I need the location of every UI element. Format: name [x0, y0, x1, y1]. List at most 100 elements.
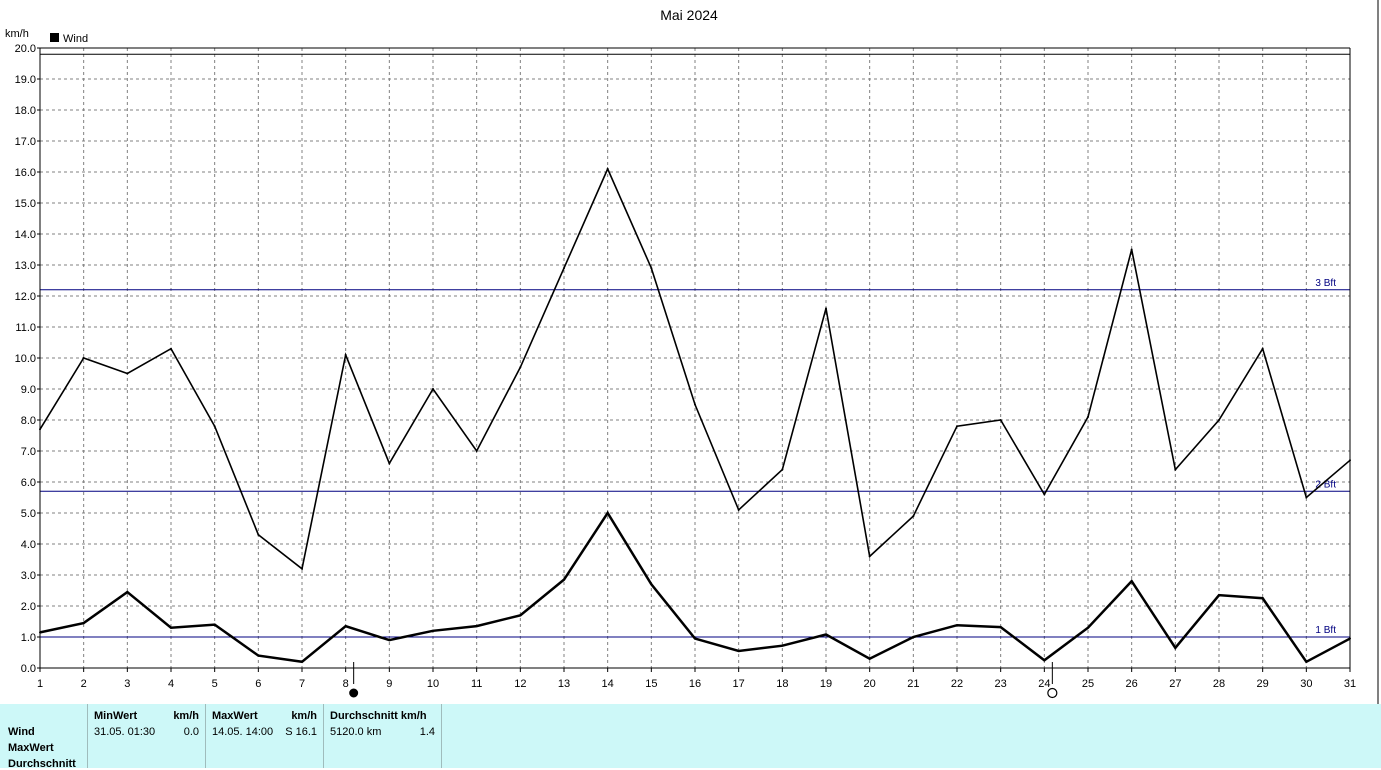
- data-point-average: [781, 644, 784, 647]
- x-tick-label: 30: [1300, 678, 1312, 690]
- bft-label: 3 Bft: [1315, 278, 1336, 289]
- x-tick-label: 24: [1038, 678, 1050, 690]
- min-unit: km/h: [173, 710, 199, 722]
- wind-chart: Mai 2024 km/h Wind 1 Bft 2 Bft 3 Bft 0.0 1.…: [5, 0, 1379, 704]
- data-point-average: [956, 624, 958, 627]
- y-tick-label: 12.0: [15, 291, 36, 303]
- x-tick-label: 29: [1257, 678, 1269, 690]
- data-point-max: [563, 267, 565, 270]
- x-tick-label: 23: [995, 678, 1007, 690]
- data-point-average: [126, 591, 129, 594]
- bft-label: 1 Bft: [1315, 625, 1336, 636]
- data-point-average: [257, 654, 260, 657]
- x-tick-label: 13: [558, 678, 570, 690]
- y-tick-label: 4.0: [21, 539, 36, 551]
- max-value: S 16.1: [285, 726, 317, 738]
- y-tick-label: 5.0: [21, 508, 36, 520]
- x-tick-label: 14: [602, 678, 614, 690]
- y-tick-label: 3.0: [21, 570, 36, 582]
- avg-value: 1.4: [419, 726, 435, 738]
- data-point-average: [1174, 646, 1177, 649]
- max-unit: km/h: [291, 710, 317, 722]
- x-tick-label: 31: [1344, 678, 1356, 690]
- moon-phase-markers: [349, 662, 1058, 699]
- x-tick-label: 20: [864, 678, 876, 690]
- data-point-max: [1218, 419, 1220, 421]
- y-tick-label: 20.0: [15, 43, 36, 55]
- legend-swatch: [50, 33, 59, 42]
- bft-label: 2 Bft: [1315, 479, 1336, 490]
- data-point-average: [1218, 594, 1220, 597]
- x-tick-label: 21: [907, 678, 919, 690]
- y-tick-label: 14.0: [15, 229, 36, 241]
- y-axis-unit: km/h: [5, 28, 29, 40]
- y-tick-label: 10.0: [15, 353, 36, 365]
- reference-lines: 1 Bft 2 Bft 3 Bft: [40, 53, 1350, 638]
- data-point-average: [999, 626, 1002, 629]
- data-point-max: [912, 515, 915, 518]
- x-tick-label: 18: [776, 678, 788, 690]
- data-point-average: [650, 583, 653, 586]
- stats-min-column: MinWert km/h 31.05. 01:30 0.0: [88, 704, 206, 768]
- x-tick-label: 27: [1169, 678, 1181, 690]
- data-point-max: [301, 567, 303, 570]
- data-point-average: [519, 614, 522, 617]
- x-tick-label: 2: [81, 678, 87, 690]
- y-tick-label: 7.0: [21, 446, 36, 458]
- data-point-average: [1305, 660, 1308, 663]
- data-point-average: [825, 633, 827, 636]
- x-tick-label: 10: [427, 678, 439, 690]
- row-label-durchschnitt: Durchschnitt: [8, 758, 76, 770]
- x-tick-label: 8: [343, 678, 349, 690]
- min-header: MinWert: [94, 710, 138, 722]
- y-tick-label: 15.0: [15, 198, 36, 210]
- new-moon-icon: [349, 688, 359, 698]
- y-tick-label: 17.0: [15, 136, 36, 148]
- data-point-max: [606, 167, 609, 170]
- y-tick-label: 9.0: [21, 384, 36, 396]
- x-tick-label: 9: [386, 678, 392, 690]
- data-point-max: [694, 403, 696, 406]
- data-point-max: [1305, 496, 1308, 499]
- data-point-max: [1174, 468, 1177, 471]
- data-point-max: [956, 425, 958, 428]
- row-label-wind: Wind: [8, 726, 35, 738]
- min-value: 0.0: [183, 726, 199, 738]
- max-datetime: 14.05. 14:00: [212, 726, 274, 738]
- data-point-average: [213, 623, 216, 626]
- data-point-average: [82, 622, 85, 625]
- legend: Wind: [50, 33, 88, 45]
- data-point-max: [519, 366, 522, 369]
- max-header: MaxWert: [212, 710, 258, 722]
- data-point-average: [694, 637, 696, 640]
- x-tick-label: 5: [212, 678, 218, 690]
- x-tick-label: 16: [689, 678, 701, 690]
- data-point-max: [257, 533, 260, 536]
- y-tick-label: 0.0: [21, 663, 36, 675]
- series-lines: [39, 166, 1351, 664]
- stats-row-labels: Wind MaxWert Durchschnitt: [0, 704, 88, 770]
- x-tick-label: 19: [820, 678, 832, 690]
- data-point-average: [344, 625, 347, 628]
- data-point-max: [781, 468, 784, 471]
- x-tick-label: 12: [514, 678, 526, 690]
- data-point-average: [475, 625, 478, 628]
- data-point-average: [1087, 626, 1089, 629]
- y-tick-label: 19.0: [15, 74, 36, 86]
- data-point-average: [606, 512, 609, 514]
- data-point-max: [1130, 248, 1133, 251]
- x-tick-label: 3: [124, 678, 130, 690]
- data-point-max: [1261, 347, 1264, 350]
- data-point-max: [999, 419, 1002, 421]
- data-point-max: [344, 353, 347, 356]
- data-point-average: [170, 626, 172, 629]
- data-point-average: [868, 657, 871, 660]
- stats-panel: Wind MaxWert Durchschnitt MinWert km/h 3…: [0, 704, 1381, 770]
- row-label-maxwert: MaxWert: [8, 742, 54, 754]
- data-point-max: [388, 462, 391, 465]
- data-point-average: [1130, 580, 1133, 583]
- data-point-max: [213, 425, 216, 428]
- chart-title: Mai 2024: [660, 7, 718, 23]
- x-tick-label: 11: [471, 678, 482, 690]
- x-tick-label: 25: [1082, 678, 1094, 690]
